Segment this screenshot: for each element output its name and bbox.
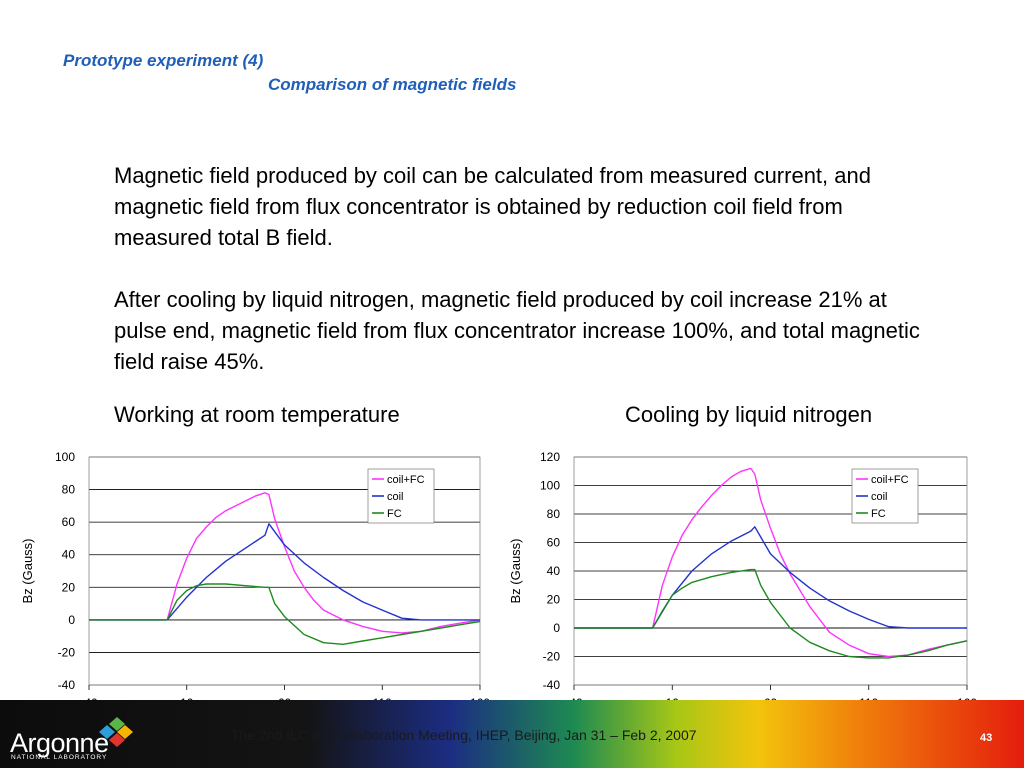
title-line-1: Prototype experiment (4) [63,51,264,70]
legend-label: FC [387,508,402,520]
y-tick-label: -20 [543,650,561,664]
y-tick-label: 0 [553,621,560,635]
y-tick-label: 80 [62,483,76,497]
y-tick-label: -40 [58,678,76,692]
series-line-1 [574,526,967,629]
paragraph-2: After cooling by liquid nitrogen, magnet… [114,287,920,374]
footer-text: The 2nd ILC e+ Collaboration Meeting, IH… [231,727,697,743]
footer-bar [0,700,1024,768]
y-axis-label: Bz (Gauss) [508,538,523,603]
y-tick-label: 20 [547,593,561,607]
argonne-logo-subtitle: NATIONAL LABORATORY [11,754,108,761]
y-tick-label: 40 [62,548,76,562]
page-number: 43 [980,732,993,744]
y-tick-label: 40 [547,564,561,578]
series-line-0 [574,467,968,658]
series-line-1 [89,523,480,621]
y-tick-label: 60 [62,515,76,529]
series-line-2 [89,583,481,646]
paragraph-1: Magnetic field produced by coil can be c… [114,163,871,250]
y-tick-label: 0 [68,613,75,627]
y-tick-label: 60 [547,536,561,550]
y-tick-label: 20 [62,580,76,594]
title-line-2: Comparison of magnetic fields [268,75,517,94]
y-tick-label: 100 [55,450,75,464]
legend-label: FC [871,508,886,520]
y-tick-label: -20 [58,645,76,659]
caption-right: Cooling by liquid nitrogen [625,402,873,427]
argonne-logo-text: Argonne [10,728,109,758]
series-line-0 [89,492,481,634]
legend-label: coil [871,491,888,503]
legend-label: coil+FC [387,474,425,486]
series-line-2 [574,568,968,659]
legend-label: coil [387,491,404,503]
y-tick-label: 120 [540,450,560,464]
y-tick-label: 80 [547,507,561,521]
legend-label: coil+FC [871,474,909,486]
y-axis-label: Bz (Gauss) [20,538,35,603]
argonne-logo-icon [99,717,133,747]
caption-left: Working at room temperature [114,402,400,427]
y-tick-label: 100 [540,479,560,493]
y-tick-label: -40 [543,678,561,692]
